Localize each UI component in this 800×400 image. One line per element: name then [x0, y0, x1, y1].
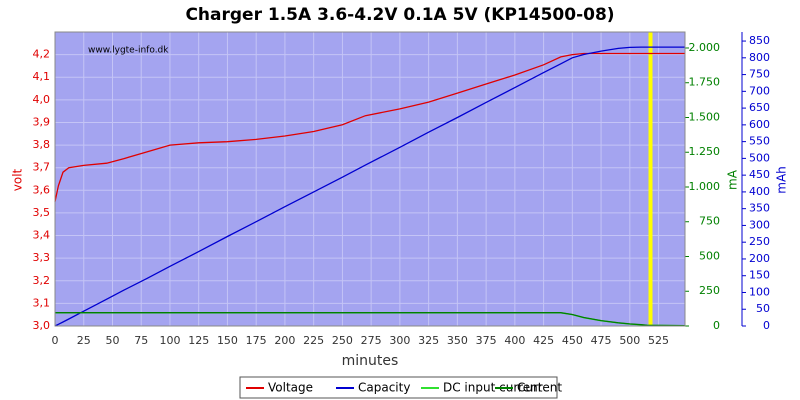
y-tick-label: 3,7 [33, 161, 51, 174]
y-tick-label: 4,1 [33, 70, 51, 83]
y2-tick-label: 250 [699, 284, 720, 297]
x-tick-label: 200 [274, 334, 295, 347]
y3-tick-label: 50 [756, 302, 770, 315]
x-tick-label: 50 [105, 334, 119, 347]
y3-tick-label: 150 [749, 269, 770, 282]
legend-label: DC input current [443, 381, 543, 395]
x-tick-label: 425 [533, 334, 554, 347]
y3-tick-label: 650 [749, 101, 770, 114]
y3-tick-label: 0 [763, 319, 770, 332]
x-tick-label: 150 [217, 334, 238, 347]
y-tick-label: 3,5 [33, 206, 51, 219]
legend-label: Current [517, 381, 562, 395]
y2-tick-label: 1.250 [689, 145, 721, 158]
y-tick-label: 3,3 [33, 251, 51, 264]
y3-tick-label: 700 [749, 84, 770, 97]
y-tick-label: 3,9 [33, 115, 51, 128]
plot-border [54, 31, 686, 327]
chart-title: Charger 1.5A 3.6-4.2V 0.1A 5V (KP14500-0… [185, 5, 614, 25]
y-tick-label: 3,2 [33, 274, 51, 287]
x-tick-label: 350 [447, 334, 468, 347]
y3-tick-label: 600 [749, 118, 770, 131]
y3-tick-label: 300 [749, 218, 770, 231]
y3-tick-label: 750 [749, 68, 770, 81]
x-tick-label: 400 [504, 334, 525, 347]
x-tick-label: 25 [77, 334, 91, 347]
x-tick-label: 175 [246, 334, 267, 347]
y3-tick-label: 350 [749, 202, 770, 215]
y2-axis-label: mA [726, 169, 740, 190]
y-tick-label: 4,0 [33, 93, 51, 106]
x-tick-label: 300 [389, 334, 410, 347]
x-tick-label: 500 [619, 334, 640, 347]
plot-area [55, 32, 685, 326]
x-tick-label: 0 [52, 334, 59, 347]
x-tick-label: 375 [476, 334, 497, 347]
x-tick-label: 475 [591, 334, 612, 347]
y3-tick-label: 200 [749, 252, 770, 265]
y2-tick-label: 0 [713, 319, 720, 332]
y-tick-label: 3,4 [33, 229, 51, 242]
y-tick-label: 3,8 [33, 138, 51, 151]
y3-tick-label: 100 [749, 285, 770, 298]
x-tick-label: 525 [648, 334, 669, 347]
series-line [54, 46, 685, 327]
y-tick-label: 4,2 [33, 48, 51, 61]
y3-tick-label: 850 [749, 34, 770, 47]
y-tick-label: 3,6 [33, 183, 51, 196]
y2-tick-label: 500 [699, 249, 720, 262]
series-line [54, 52, 685, 202]
legend-label: Voltage [268, 381, 313, 395]
x-axis-label: minutes [342, 353, 399, 369]
y2-tick-label: 2.000 [689, 41, 721, 54]
x-tick-label: 250 [332, 334, 353, 347]
annotation: www.lygte-info.dk [88, 46, 169, 56]
y3-tick-label: 550 [749, 135, 770, 148]
y3-tick-label: 450 [749, 168, 770, 181]
y3-axis-label: mAh [775, 166, 789, 194]
x-tick-label: 100 [159, 334, 180, 347]
legend-label: Capacity [358, 381, 410, 395]
x-tick-label: 125 [188, 334, 209, 347]
y2-tick-label: 750 [699, 215, 720, 228]
series-line [55, 312, 686, 327]
y3-tick-label: 500 [749, 151, 770, 164]
x-tick-label: 225 [303, 334, 324, 347]
x-tick-label: 275 [361, 334, 382, 347]
legend-box [239, 376, 558, 399]
x-tick-label: 325 [418, 334, 439, 347]
y3-tick-label: 250 [749, 235, 770, 248]
x-tick-label: 75 [134, 334, 148, 347]
y2-tick-label: 1.000 [689, 180, 721, 193]
y-tick-label: 3,0 [33, 319, 51, 332]
y-tick-label: 3,1 [33, 296, 51, 309]
x-tick-label: 450 [562, 334, 583, 347]
y2-tick-label: 1.750 [689, 76, 721, 89]
y2-tick-label: 1.500 [689, 110, 721, 123]
y3-tick-label: 400 [749, 185, 770, 198]
y3-tick-label: 800 [749, 51, 770, 64]
y-axis-label: volt [11, 168, 25, 191]
